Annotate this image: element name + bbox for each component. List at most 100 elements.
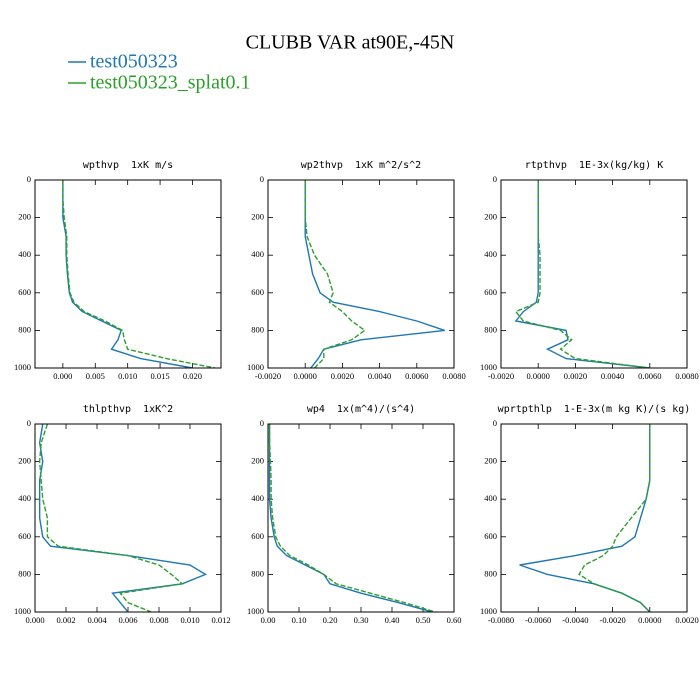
y-tick-label: 400 bbox=[484, 249, 497, 259]
x-tick-label: 0.008 bbox=[149, 615, 168, 625]
legend-entry: test050323_splat0.1 bbox=[90, 72, 251, 94]
y-tick-label: 600 bbox=[18, 287, 31, 297]
y-tick-label: 200 bbox=[484, 212, 497, 222]
x-tick-label: 0.30 bbox=[354, 615, 369, 625]
x-tick-label: 0.012 bbox=[211, 615, 230, 625]
y-tick-label: 600 bbox=[18, 531, 31, 541]
y-tick-label: 600 bbox=[484, 531, 497, 541]
x-tick-label: 0.10 bbox=[292, 615, 307, 625]
x-tick-label: 0.0000 bbox=[527, 371, 550, 381]
y-tick-label: 0 bbox=[493, 174, 497, 184]
x-tick-label: 0.0000 bbox=[294, 371, 317, 381]
figure-title: CLUBB VAR at90E,-45N bbox=[246, 32, 455, 54]
legend-entry: test050323 bbox=[90, 51, 178, 73]
plot-frame bbox=[500, 179, 688, 369]
x-tick-label: 0.50 bbox=[416, 615, 431, 625]
x-tick-label: 0.0060 bbox=[405, 371, 428, 381]
y-tick-label: 800 bbox=[18, 568, 31, 578]
series-line bbox=[514, 180, 650, 368]
plot-frame bbox=[34, 423, 222, 613]
y-tick-label: 800 bbox=[18, 324, 31, 334]
x-tick-label: 0.015 bbox=[151, 371, 170, 381]
plot-frame bbox=[34, 179, 222, 369]
y-tick-label: 200 bbox=[484, 456, 497, 466]
y-tick-label: 0 bbox=[493, 418, 497, 428]
plot-frame bbox=[500, 423, 688, 613]
panel-title: wp2thvp 1xK m^2/s^2 bbox=[301, 160, 421, 171]
x-tick-label: 0.010 bbox=[118, 371, 137, 381]
series-line bbox=[62, 180, 216, 368]
y-tick-label: 400 bbox=[18, 493, 31, 503]
x-tick-label: -0.0020 bbox=[488, 371, 514, 381]
x-tick-label: 0.005 bbox=[86, 371, 105, 381]
y-tick-label: 1000 bbox=[247, 362, 264, 372]
x-tick-label: 0.020 bbox=[183, 371, 202, 381]
x-tick-label: 0.0060 bbox=[638, 371, 661, 381]
x-tick-label: 0.0020 bbox=[675, 615, 698, 625]
y-tick-label: 200 bbox=[251, 456, 264, 466]
x-tick-label: -0.0040 bbox=[562, 615, 588, 625]
y-tick-label: 1000 bbox=[14, 362, 31, 372]
y-tick-label: 0 bbox=[260, 418, 264, 428]
plot-frame bbox=[267, 423, 455, 613]
y-tick-label: 0 bbox=[27, 174, 31, 184]
series-line bbox=[268, 424, 436, 612]
series-line bbox=[519, 424, 651, 612]
series-line bbox=[38, 424, 208, 612]
y-tick-label: 0 bbox=[260, 174, 264, 184]
y-tick-label: 400 bbox=[251, 493, 264, 503]
y-tick-label: 1000 bbox=[480, 362, 497, 372]
series-line bbox=[62, 180, 193, 368]
y-tick-label: 200 bbox=[18, 212, 31, 222]
x-tick-label: -0.0080 bbox=[488, 615, 514, 625]
y-tick-label: 200 bbox=[18, 456, 31, 466]
y-tick-label: 600 bbox=[251, 287, 264, 297]
series-line bbox=[304, 180, 366, 368]
x-tick-label: 0.0040 bbox=[601, 371, 624, 381]
y-tick-label: 1000 bbox=[14, 606, 31, 616]
x-tick-label: 0.0080 bbox=[675, 371, 698, 381]
x-tick-label: -0.0060 bbox=[525, 615, 551, 625]
y-tick-label: 600 bbox=[484, 287, 497, 297]
y-tick-label: 1000 bbox=[247, 606, 264, 616]
x-tick-label: 0.002 bbox=[56, 615, 75, 625]
y-tick-label: 800 bbox=[251, 568, 264, 578]
x-tick-label: -0.0020 bbox=[599, 615, 625, 625]
x-tick-label: 0.006 bbox=[118, 615, 137, 625]
y-tick-label: 600 bbox=[251, 531, 264, 541]
y-tick-label: 200 bbox=[251, 212, 264, 222]
series-line bbox=[304, 180, 445, 368]
x-tick-label: 0.0040 bbox=[368, 371, 391, 381]
y-tick-label: 800 bbox=[484, 324, 497, 334]
panel-title: rtpthvp 1E-3x(kg/kg) K bbox=[525, 160, 663, 171]
y-tick-label: 400 bbox=[18, 249, 31, 259]
series-line bbox=[38, 424, 184, 612]
x-tick-label: 0.010 bbox=[180, 615, 199, 625]
panel-title: wp4 1x(m^4)/(s^4) bbox=[307, 404, 415, 415]
y-tick-label: 800 bbox=[484, 568, 497, 578]
y-tick-label: 400 bbox=[251, 249, 264, 259]
y-tick-label: 800 bbox=[251, 324, 264, 334]
y-tick-label: 0 bbox=[27, 418, 31, 428]
series-line bbox=[578, 424, 651, 612]
x-tick-label: 0.000 bbox=[53, 371, 72, 381]
panel-title: wpthvp 1xK m/s bbox=[83, 160, 173, 171]
x-tick-label: 0.0080 bbox=[442, 371, 465, 381]
x-tick-label: 0.20 bbox=[323, 615, 338, 625]
plot-frame bbox=[267, 179, 455, 369]
x-tick-label: 0.60 bbox=[447, 615, 462, 625]
series-line bbox=[268, 424, 433, 612]
panel-title: wprtpthlp 1-E-3x(m kg K)/(s kg) bbox=[498, 404, 691, 415]
panel-title: thlpthvp 1xK^2 bbox=[83, 404, 173, 415]
x-tick-label: 0.40 bbox=[385, 615, 400, 625]
x-tick-label: -0.0020 bbox=[255, 371, 281, 381]
x-tick-label: 0.004 bbox=[87, 615, 107, 625]
x-tick-label: 0.000 bbox=[25, 615, 44, 625]
x-tick-label: 0.0000 bbox=[638, 615, 661, 625]
series-line bbox=[514, 180, 650, 368]
y-tick-label: 400 bbox=[484, 493, 497, 503]
x-tick-label: 0.0020 bbox=[564, 371, 587, 381]
y-tick-label: 1000 bbox=[480, 606, 497, 616]
